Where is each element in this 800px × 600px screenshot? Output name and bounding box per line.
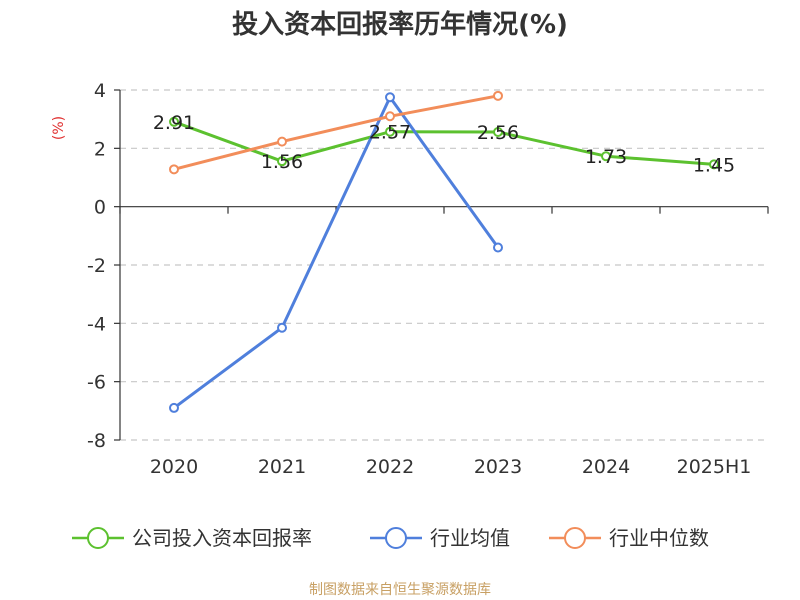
legend-marker-industry-median: [564, 527, 586, 549]
y-tick-label: 4: [94, 80, 106, 102]
x-tick-label: 2025H1: [677, 456, 752, 478]
legend-marker-company: [87, 527, 109, 549]
x-tick-label: 2022: [366, 456, 414, 478]
y-axis-unit-label: (%): [51, 116, 67, 140]
series-point: [277, 156, 287, 167]
axes: 4 2 0 -2 -4 -6 -8 2020 2021 2022 2023 2024 2025H1: [87, 80, 769, 478]
series-point: [601, 151, 611, 162]
source-note: 制图数据来自恒生聚源数据库: [309, 582, 491, 598]
series-point: [709, 159, 719, 170]
series-point: [385, 92, 395, 103]
series-point: [169, 402, 179, 413]
y-tick-label: -2: [87, 255, 106, 277]
legend[interactable]: 公司投入资本回报率 行业均值 行业中位数: [72, 526, 709, 550]
series-point: [277, 136, 287, 147]
series-line: [173, 94, 499, 171]
series-lines: [169, 90, 719, 413]
x-tick-label: 2023: [474, 456, 522, 478]
series-point: [493, 90, 503, 101]
series-line: [173, 120, 715, 166]
legend-item-industry-mean[interactable]: 行业均值: [370, 526, 510, 550]
legend-item-company[interactable]: 公司投入资本回报率: [72, 526, 312, 550]
x-tick-label: 2021: [258, 456, 306, 478]
series-point: [493, 127, 503, 137]
x-tick-label: 2020: [150, 456, 198, 478]
series-point: [493, 242, 503, 253]
chart-title: 投入资本回报率历年情况(%): [232, 9, 568, 40]
data-labels: 2.91 1.56 2.57 2.56 1.73 1.45: [153, 112, 735, 177]
y-tick-label: 0: [94, 197, 106, 219]
series-point: [277, 322, 287, 333]
y-tick-label: -8: [87, 430, 106, 452]
gridlines: [120, 89, 768, 441]
data-label: 2.56: [477, 122, 519, 144]
x-tick-label: 2024: [582, 456, 630, 478]
legend-marker-industry-mean: [385, 527, 407, 549]
data-label: 1.73: [585, 146, 627, 168]
series-point: [385, 126, 395, 137]
data-label: 2.57: [369, 122, 411, 144]
series-line: [173, 95, 500, 410]
y-tick-label: -6: [87, 372, 106, 394]
legend-item-industry-median[interactable]: 行业中位数: [549, 526, 709, 550]
data-label: 1.45: [693, 154, 735, 176]
y-tick-label: 2: [94, 138, 106, 160]
legend-label-company: 公司投入资本回报率: [132, 526, 312, 550]
legend-label-industry-mean: 行业均值: [430, 526, 510, 550]
legend-label-industry-median: 行业中位数: [609, 526, 709, 550]
series-point: [169, 164, 179, 175]
data-label: 2.91: [153, 112, 195, 134]
series-point: [169, 116, 179, 127]
data-label: 1.56: [261, 151, 303, 173]
series-point: [385, 111, 395, 122]
y-tick-label: -4: [87, 313, 106, 335]
